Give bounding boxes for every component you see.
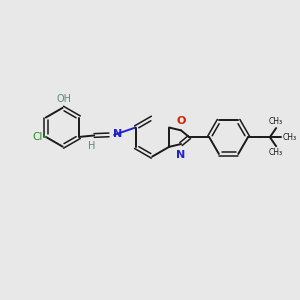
Text: OH: OH (56, 94, 71, 104)
Text: Cl: Cl (32, 132, 42, 142)
Text: N: N (113, 129, 122, 139)
Text: CH₃: CH₃ (269, 117, 283, 126)
Text: CH₃: CH₃ (283, 133, 297, 142)
Text: N: N (176, 150, 186, 160)
Text: O: O (176, 116, 186, 126)
Text: CH₃: CH₃ (269, 148, 283, 157)
Text: H: H (88, 141, 96, 151)
